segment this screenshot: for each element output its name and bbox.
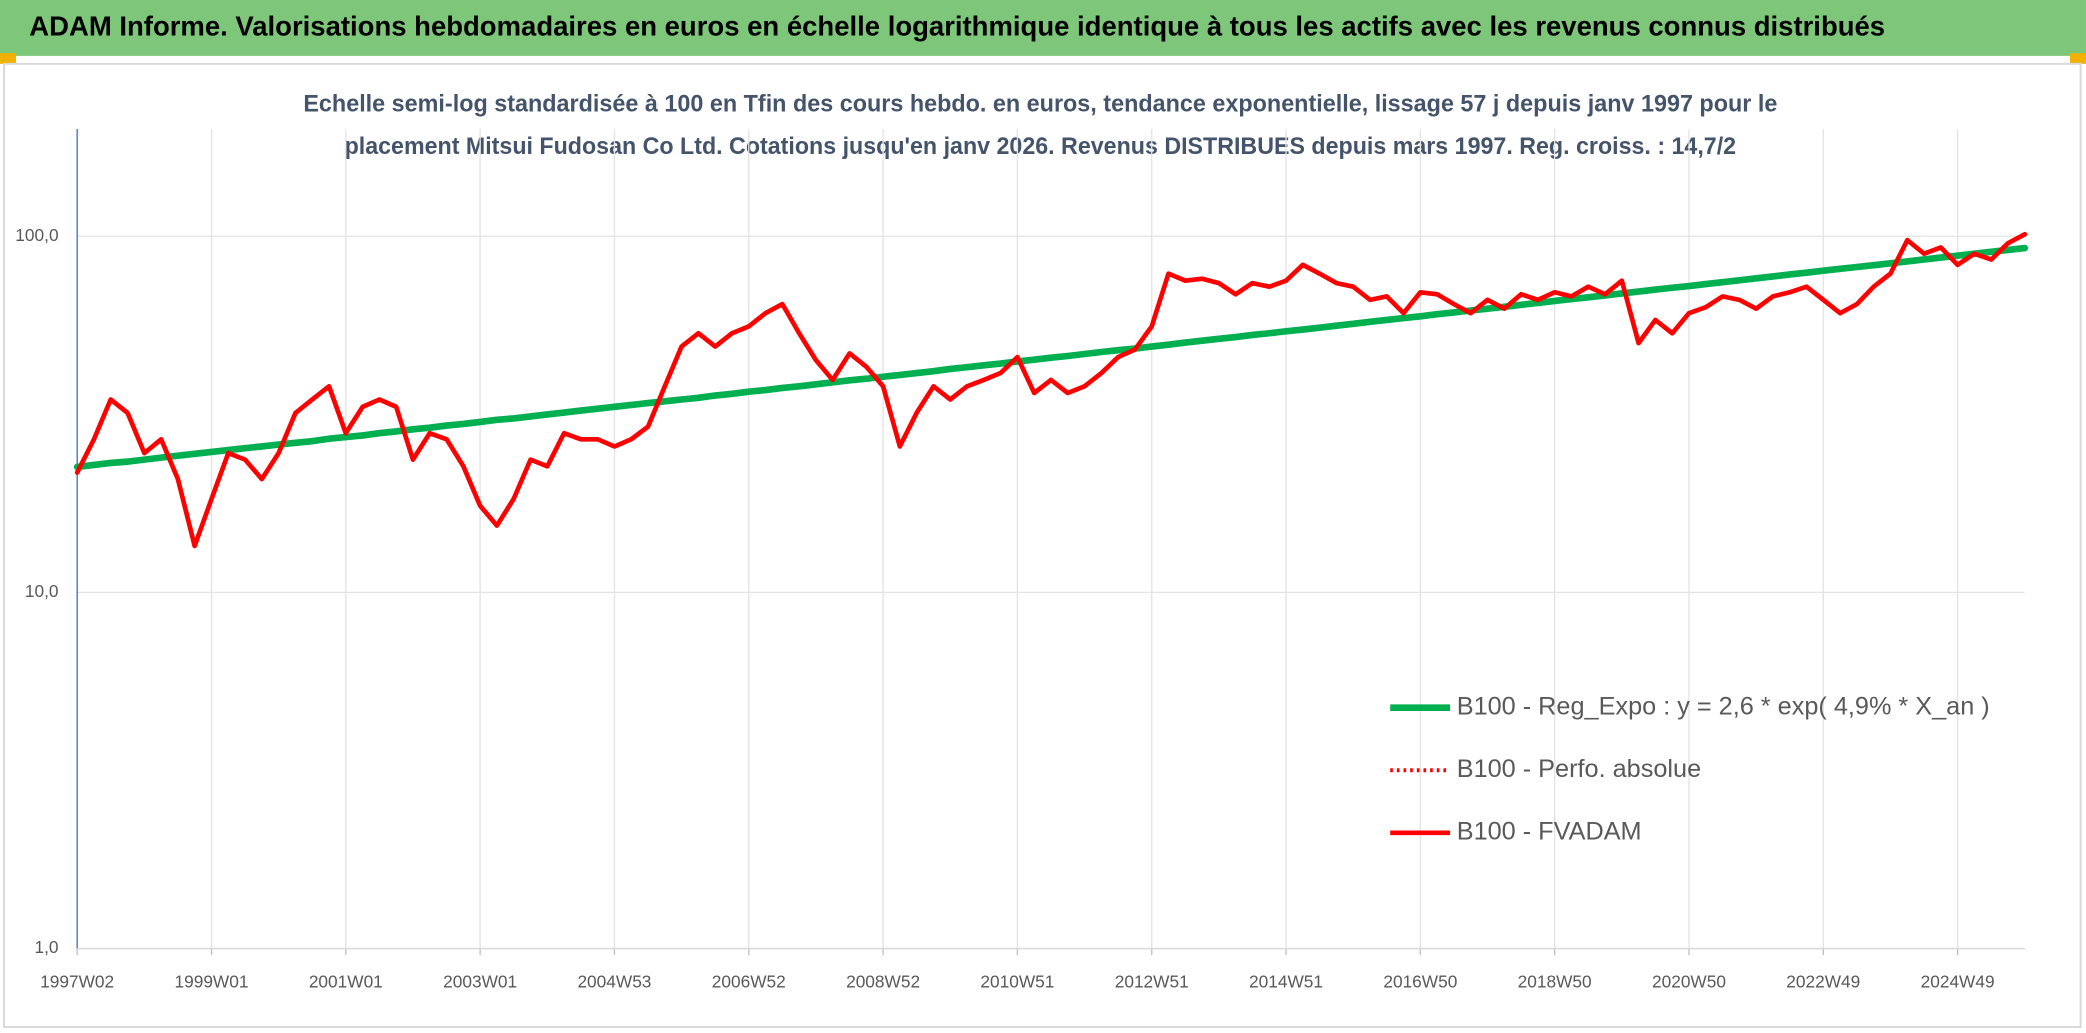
legend-label: B100 - Reg_Expo : y = 2,6 * exp( 4,9% * … bbox=[1457, 692, 1990, 720]
subtitle-line: Echelle semi-log standardisée à 100 en T… bbox=[303, 90, 1777, 117]
subtitle-line: placement Mitsui Fudosan Co Ltd. Cotatio… bbox=[345, 133, 1737, 160]
x-tick-label: 2010W51 bbox=[980, 972, 1054, 992]
x-tick-label: 2022W49 bbox=[1786, 972, 1860, 992]
corner-right bbox=[2070, 53, 2086, 64]
x-tick-label: 2014W51 bbox=[1249, 972, 1323, 992]
header-title: ADAM Informe. Valorisations hebdomadaire… bbox=[29, 10, 1885, 41]
x-tick-label: 2018W50 bbox=[1518, 972, 1592, 992]
x-tick-label: 2003W01 bbox=[443, 972, 517, 992]
y-tick-label: 1,0 bbox=[35, 937, 59, 957]
plot-area: 1997W02 1999W01 2001W01 2003W01 2004W53 2006W… bbox=[15, 129, 2029, 992]
legend-label: B100 - FVADAM bbox=[1457, 817, 1642, 845]
corner-left bbox=[0, 53, 16, 64]
y-tick-label: 100,0 bbox=[15, 225, 58, 245]
x-tick-label: 2004W53 bbox=[577, 972, 651, 992]
x-tick-label: 2006W52 bbox=[712, 972, 786, 992]
x-tick-label: 2020W50 bbox=[1652, 972, 1726, 992]
x-tick-label: 2024W49 bbox=[1921, 972, 1995, 992]
x-tick-label: 2012W51 bbox=[1115, 972, 1189, 992]
frame bbox=[3, 62, 2082, 1029]
legend-label: B100 - Perfo. absolue bbox=[1457, 755, 1701, 783]
x-tick-label: 2001W01 bbox=[309, 972, 383, 992]
y-tick-label: 10,0 bbox=[25, 581, 59, 601]
x-tick-label: 1997W02 bbox=[40, 972, 114, 992]
x-tick-label: 2016W50 bbox=[1383, 972, 1457, 992]
x-tick-label: 2008W52 bbox=[846, 972, 920, 992]
series-line bbox=[74, 231, 2028, 549]
x-tick-label: 1999W01 bbox=[175, 972, 249, 992]
header-band bbox=[0, 0, 2086, 56]
